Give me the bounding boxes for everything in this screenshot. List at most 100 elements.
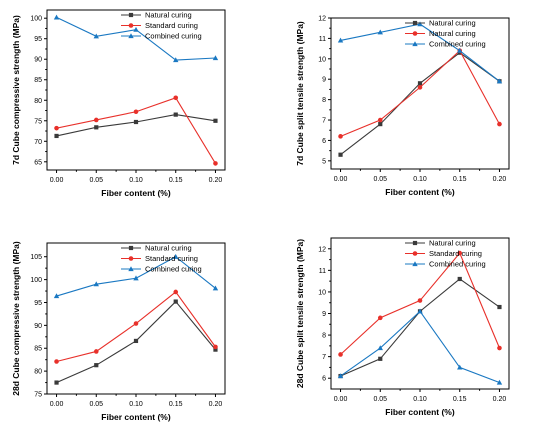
data-point	[377, 117, 383, 123]
legend-marker	[128, 266, 134, 272]
x-axis-title: Fiber content (%)	[101, 412, 171, 422]
y-tick-label: 7	[322, 354, 326, 361]
data-point	[417, 308, 423, 314]
y-tick-label: 105	[30, 254, 42, 261]
series-group	[338, 250, 502, 357]
y-tick-label: 95	[34, 300, 42, 307]
legend-label: Standard curing	[429, 249, 482, 258]
y-tick-label: 12	[318, 246, 326, 253]
data-point	[338, 152, 343, 157]
data-point	[94, 125, 99, 130]
y-tick-label: 9	[322, 77, 326, 84]
data-point	[213, 161, 218, 166]
y-tick-label: 90	[34, 57, 42, 64]
series-group	[338, 48, 502, 139]
data-point	[457, 250, 463, 256]
x-tick-label: 0.00	[50, 177, 64, 184]
x-axis-title: Fiber content (%)	[385, 407, 455, 417]
data-point	[496, 379, 503, 385]
y-tick-label: 70	[34, 139, 42, 146]
y-tick-label: 95	[34, 36, 42, 43]
data-point	[173, 95, 179, 101]
legend-marker	[412, 41, 418, 47]
y-tick-label: 75	[34, 118, 42, 125]
data-point	[417, 21, 423, 27]
legend-marker	[128, 12, 134, 18]
y-tick-label: 11	[319, 36, 326, 43]
y-tick-label: 90	[34, 323, 42, 330]
data-point	[133, 321, 139, 326]
x-tick-label: 0.20	[209, 177, 223, 184]
y-tick-label: 8	[322, 333, 326, 340]
x-axis-title: Fiber content (%)	[101, 188, 171, 198]
chart-panel: 75 80 85 90 95 100 105 0.00 0.05 0.10 0.15 0.20 Fibe…	[11, 241, 226, 422]
legend-label: Natural curing	[145, 11, 192, 20]
data-point	[133, 26, 139, 32]
data-point	[53, 293, 60, 299]
data-point	[497, 304, 502, 310]
y-tick-label: 75	[34, 392, 42, 399]
chart-panel: 5 6 7 8 9 10 11 12 0.00 0.05 0.10 0.15 0.20 Fiber con…	[295, 16, 510, 197]
data-point	[417, 81, 423, 86]
y-tick-label: 80	[34, 98, 42, 105]
y-tick-label: 8	[322, 97, 326, 104]
data-point	[457, 47, 463, 53]
legend-label: Natural curing	[145, 244, 192, 253]
y-tick-label: 11	[319, 268, 326, 275]
x-tick-label: 0.10	[413, 396, 427, 403]
y-axis-title: 28d Cube split tensile strength (MPa)	[295, 239, 305, 388]
y-axis-title: 28d Cube compressive strength (MPa)	[11, 241, 21, 396]
data-point	[377, 315, 383, 321]
data-point	[377, 345, 383, 351]
data-point	[133, 109, 139, 115]
x-tick-label: 0.00	[50, 401, 64, 408]
data-point	[496, 78, 503, 84]
data-point	[497, 345, 502, 351]
x-tick-label: 0.20	[493, 396, 507, 403]
legend-marker	[128, 245, 134, 251]
chart-panel: 6 7 8 9 10 11 12 0.00 0.05 0.10 0.15 0.20 Fiber cont…	[295, 237, 510, 417]
legend-label: Combined curing	[429, 40, 486, 49]
y-tick-label: 9	[322, 311, 326, 318]
data-point	[213, 347, 218, 352]
series-line	[340, 52, 500, 156]
y-tick-label: 100	[30, 277, 42, 284]
y-tick-label: 85	[34, 346, 42, 353]
data-point	[54, 125, 59, 131]
data-point	[93, 117, 99, 123]
data-point	[173, 57, 179, 63]
y-tick-label: 5	[322, 158, 326, 165]
data-point	[377, 29, 383, 35]
data-point	[54, 359, 59, 364]
data-point	[93, 281, 99, 287]
series-line	[56, 291, 216, 363]
data-point	[173, 299, 178, 304]
data-point	[212, 55, 219, 61]
x-tick-label: 0.05	[89, 177, 103, 184]
legend-label: Natural curing	[429, 239, 476, 248]
x-tick-label: 0.10	[129, 177, 143, 184]
x-tick-label: 0.00	[334, 176, 348, 183]
x-tick-label: 0.20	[209, 401, 223, 408]
series-group	[53, 253, 219, 299]
data-point	[93, 33, 99, 39]
data-point	[417, 298, 423, 303]
series-group	[338, 50, 502, 157]
data-point	[213, 344, 218, 350]
legend-label: Natural curing	[429, 29, 476, 38]
x-tick-label: 0.05	[373, 396, 387, 403]
legend-marker	[412, 251, 418, 256]
legend-marker	[412, 261, 418, 267]
data-point	[173, 289, 179, 295]
data-point	[338, 134, 343, 139]
data-point	[338, 352, 343, 357]
data-point	[337, 37, 344, 43]
x-tick-label: 0.10	[129, 401, 143, 408]
series-group	[338, 276, 502, 379]
series-group	[54, 289, 218, 364]
series-line	[340, 278, 500, 377]
y-tick-label: 100	[30, 16, 42, 23]
legend-label: Natural curing	[429, 19, 476, 28]
y-tick-label: 80	[34, 369, 42, 376]
series-line	[340, 310, 500, 384]
